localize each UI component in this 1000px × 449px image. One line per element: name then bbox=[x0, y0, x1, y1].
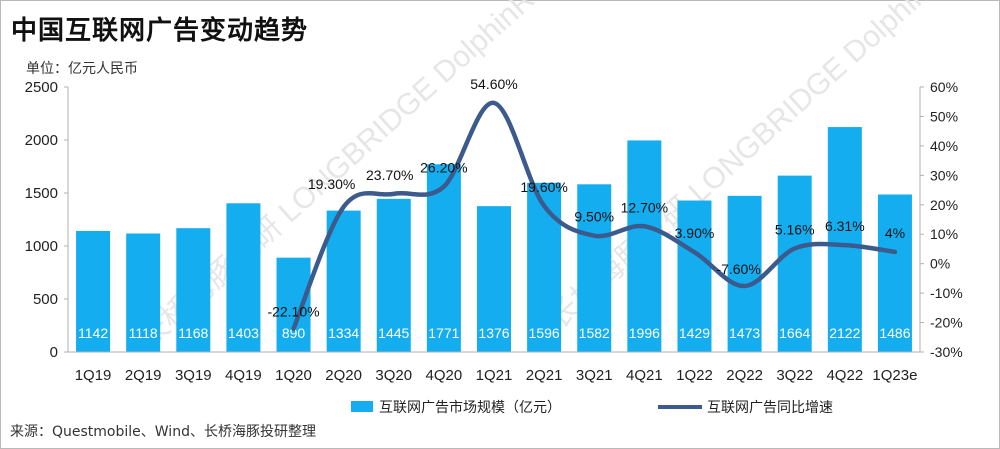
line-point-label: 23.70% bbox=[366, 167, 413, 183]
bar-1Q22 bbox=[677, 200, 712, 352]
x-tick-label: 2Q20 bbox=[325, 367, 362, 384]
y-right-tick-label: -10% bbox=[930, 285, 963, 301]
bar-value-label: 1596 bbox=[529, 325, 560, 341]
source-note: 来源：Questmobile、Wind、长桥海豚投研整理 bbox=[10, 424, 316, 440]
bar-4Q21 bbox=[627, 140, 662, 352]
x-tick-label: 3Q20 bbox=[375, 367, 412, 384]
x-tick-label: 2Q21 bbox=[526, 367, 563, 384]
x-tick-label: 2Q22 bbox=[726, 367, 763, 384]
bar-value-label: 1473 bbox=[729, 325, 760, 341]
bar-4Q19 bbox=[226, 203, 261, 352]
bar-value-label: 890 bbox=[282, 325, 306, 341]
legend-bar-label: 互联网广告市场规模（亿元） bbox=[379, 399, 561, 415]
bar-2Q19 bbox=[126, 233, 161, 352]
bar-1Q23e bbox=[877, 194, 912, 352]
bar-3Q20 bbox=[376, 198, 411, 352]
y-right-tick-label: 40% bbox=[930, 138, 958, 154]
bar-value-label: 1168 bbox=[178, 325, 208, 341]
line-point-label: 26.20% bbox=[420, 160, 467, 176]
bar-value-label: 1403 bbox=[228, 325, 259, 341]
bar-value-label: 1429 bbox=[679, 325, 710, 341]
x-tick-label: 4Q21 bbox=[626, 367, 663, 384]
x-tick-label: 1Q23e bbox=[872, 367, 917, 384]
x-tick-label: 3Q19 bbox=[175, 367, 212, 384]
y-right-tick-label: 60% bbox=[930, 79, 958, 95]
bar-value-label: 1376 bbox=[478, 325, 509, 341]
x-tick-label: 3Q22 bbox=[776, 367, 813, 384]
line-point-label: 3.90% bbox=[675, 225, 715, 241]
y-right-tick-label: 50% bbox=[930, 108, 958, 124]
line-point-label: 19.60% bbox=[520, 179, 567, 195]
x-tick-label: 4Q22 bbox=[826, 367, 863, 384]
bar-value-label: 1118 bbox=[129, 325, 158, 341]
bar-value-label: 1582 bbox=[579, 325, 610, 341]
bar-value-label: 1486 bbox=[879, 325, 910, 341]
y-right-tick-label: -30% bbox=[930, 344, 963, 360]
y-left-tick-label: 2500 bbox=[25, 79, 58, 96]
bar-2Q22 bbox=[727, 195, 762, 352]
bar-value-label: 1334 bbox=[328, 325, 359, 341]
bar-3Q21 bbox=[577, 184, 612, 352]
bar-3Q19 bbox=[176, 228, 211, 352]
x-tick-label: 1Q19 bbox=[75, 367, 112, 384]
x-tick-label: 4Q20 bbox=[426, 367, 463, 384]
line-point-label: 19.30% bbox=[308, 176, 355, 192]
x-tick-label: 1Q21 bbox=[476, 367, 513, 384]
bar-3Q22 bbox=[777, 175, 812, 352]
bar-1Q19 bbox=[76, 230, 111, 352]
y-left-tick-label: 1000 bbox=[25, 238, 58, 255]
y-right-tick-label: 0% bbox=[930, 256, 950, 272]
y-right-tick-label: 20% bbox=[930, 197, 958, 213]
y-left-tick-label: 500 bbox=[33, 291, 58, 308]
growth-line bbox=[291, 100, 898, 331]
line-point-label: 9.50% bbox=[574, 209, 614, 225]
line-point-label: -7.60% bbox=[716, 261, 760, 277]
y-left-tick-label: 1500 bbox=[25, 185, 58, 202]
y-right-tick-label: 10% bbox=[930, 226, 958, 242]
bar-1Q21 bbox=[477, 206, 511, 352]
bar-4Q22 bbox=[827, 127, 862, 353]
line-point-label: 6.31% bbox=[825, 218, 865, 234]
x-tick-label: 1Q20 bbox=[275, 367, 312, 384]
y-right-tick-label: -20% bbox=[930, 315, 963, 331]
x-tick-label: 2Q19 bbox=[125, 367, 162, 384]
chart-title: 中国互联网广告变动趋势 bbox=[11, 16, 309, 46]
x-tick-label: 3Q21 bbox=[576, 367, 613, 384]
bar-value-label: 1771 bbox=[428, 325, 459, 341]
bar-2Q21 bbox=[527, 182, 562, 352]
unit-label: 单位：亿元人民币 bbox=[26, 61, 138, 77]
y-right-tick-label: 30% bbox=[930, 167, 958, 183]
y-left-tick-label: 0 bbox=[50, 344, 58, 361]
legend-bar-swatch bbox=[351, 401, 373, 412]
bar-value-label: 2122 bbox=[829, 325, 860, 341]
line-point-label: 5.16% bbox=[775, 221, 815, 237]
bar-value-label: 1445 bbox=[378, 325, 409, 341]
line-point-label: 54.60% bbox=[470, 76, 517, 92]
bar-value-label: 1664 bbox=[779, 325, 810, 341]
line-point-label: -22.10% bbox=[267, 304, 319, 320]
y-left-tick-label: 2000 bbox=[25, 132, 58, 149]
bar-value-label: 1142 bbox=[78, 325, 108, 341]
line-point-label: 12.70% bbox=[621, 199, 668, 215]
bar-2Q20 bbox=[326, 210, 361, 352]
x-tick-label: 1Q22 bbox=[676, 367, 713, 384]
bar-1Q20 bbox=[276, 257, 311, 352]
bar-value-label: 1996 bbox=[629, 325, 660, 341]
legend-line-label: 互联网广告同比增速 bbox=[707, 399, 833, 415]
line-point-label: 4% bbox=[885, 225, 905, 241]
x-tick-label: 4Q19 bbox=[225, 367, 262, 384]
